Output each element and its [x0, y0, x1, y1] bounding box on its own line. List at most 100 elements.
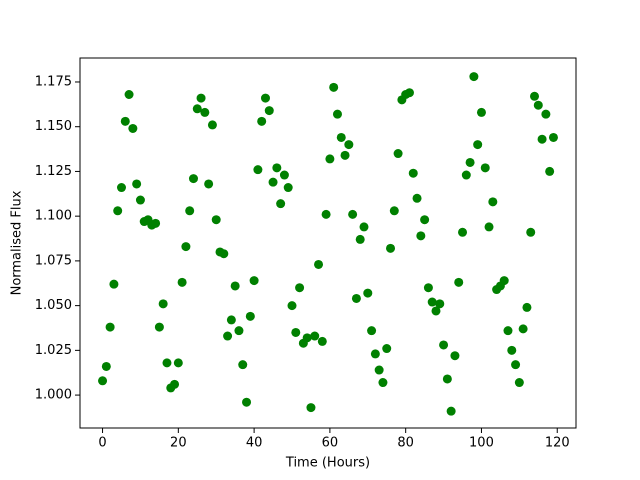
point	[420, 215, 430, 225]
point	[480, 163, 490, 173]
point	[461, 170, 471, 180]
point	[416, 231, 426, 241]
point	[219, 249, 229, 259]
x-tick-label: 20	[170, 436, 187, 451]
point	[404, 88, 414, 98]
point	[507, 345, 517, 355]
point	[329, 82, 339, 92]
y-tick-label: 1.050	[35, 298, 72, 313]
point	[363, 288, 373, 298]
point	[181, 242, 191, 252]
point	[98, 376, 108, 386]
point	[548, 132, 558, 142]
point	[264, 106, 274, 116]
point	[317, 336, 327, 346]
point	[200, 107, 210, 117]
point	[408, 168, 418, 178]
point	[393, 149, 403, 159]
point	[465, 157, 475, 167]
point	[503, 326, 513, 336]
point	[154, 322, 164, 332]
point	[113, 206, 123, 216]
point	[128, 123, 138, 133]
point	[537, 134, 547, 144]
point	[511, 360, 521, 370]
point	[370, 349, 380, 359]
point	[545, 166, 555, 176]
point	[522, 302, 532, 312]
x-tick-label: 60	[322, 436, 339, 451]
point	[476, 107, 486, 117]
point	[170, 379, 180, 389]
point	[374, 365, 384, 375]
point	[484, 222, 494, 232]
point	[238, 360, 248, 370]
x-tick-label: 100	[469, 436, 494, 451]
point	[431, 306, 441, 316]
point	[321, 209, 331, 219]
point	[211, 215, 221, 225]
point	[230, 281, 240, 291]
point	[389, 206, 399, 216]
point	[242, 397, 252, 407]
point	[442, 374, 452, 384]
y-tick-label: 1.125	[35, 164, 72, 179]
point	[116, 183, 126, 193]
point	[355, 234, 365, 244]
y-tick-label: 1.175	[35, 74, 72, 89]
point	[223, 331, 233, 341]
point	[124, 89, 134, 99]
y-tick-label: 1.150	[35, 119, 72, 134]
point	[386, 243, 396, 253]
point	[188, 174, 198, 184]
point	[283, 183, 293, 193]
point	[173, 358, 183, 368]
plot-frame	[79, 57, 577, 429]
x-tick-label: 80	[397, 436, 414, 451]
point	[336, 132, 346, 142]
point	[533, 100, 543, 110]
point	[332, 109, 342, 119]
point	[351, 293, 361, 303]
point	[488, 197, 498, 207]
point	[101, 361, 111, 371]
y-tick-label: 1.075	[35, 253, 72, 268]
point	[158, 299, 168, 309]
point	[446, 406, 456, 416]
point	[196, 93, 206, 103]
point	[325, 154, 335, 164]
point	[185, 206, 195, 216]
point	[257, 116, 267, 126]
point	[526, 227, 536, 237]
point	[499, 276, 509, 286]
point	[541, 109, 551, 119]
point	[268, 177, 278, 187]
point	[378, 378, 388, 388]
point	[344, 140, 354, 150]
point	[450, 351, 460, 361]
point	[287, 301, 297, 311]
y-axis-label: Normalised Flux	[10, 190, 25, 295]
point	[340, 150, 350, 160]
point	[306, 403, 316, 413]
point	[272, 163, 282, 173]
point	[226, 315, 236, 325]
point	[245, 311, 255, 321]
point	[177, 277, 187, 287]
point	[302, 333, 312, 343]
point	[276, 199, 286, 209]
point	[359, 222, 369, 232]
point	[120, 116, 130, 126]
point	[439, 340, 449, 350]
y-tick-label: 1.025	[35, 343, 72, 358]
point	[253, 165, 263, 175]
point	[435, 299, 445, 309]
point	[192, 104, 202, 114]
point	[260, 93, 270, 103]
y-tick-label: 1.100	[35, 209, 72, 224]
point	[234, 326, 244, 336]
point	[249, 276, 259, 286]
point	[310, 331, 320, 341]
point	[132, 179, 142, 189]
